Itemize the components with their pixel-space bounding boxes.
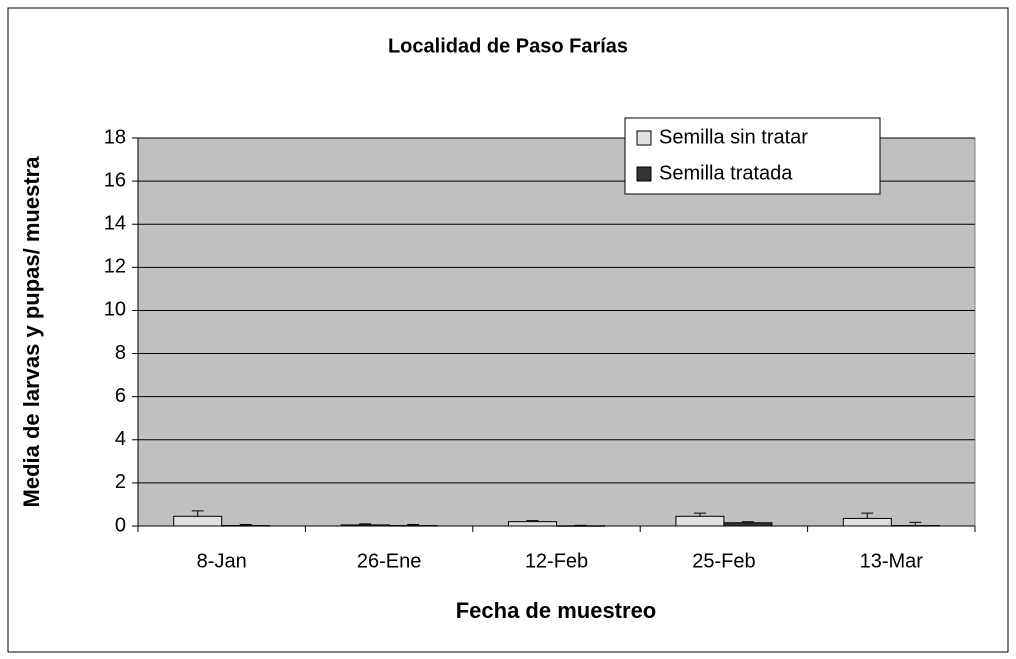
chart-title: Localidad de Paso Farías xyxy=(388,35,628,57)
legend-label: Semilla tratada xyxy=(659,162,793,184)
error-bar xyxy=(191,510,204,517)
error-bar xyxy=(741,521,754,523)
plot-area xyxy=(137,137,976,527)
y-tick-label: 6 xyxy=(115,385,126,407)
x-axis-label: Fecha de muestreo xyxy=(456,598,657,623)
y-tick-label: 8 xyxy=(115,342,126,364)
bar xyxy=(723,522,773,527)
bar xyxy=(388,525,438,527)
error-bar xyxy=(909,521,922,526)
y-axis-label: Media de larvas y pupas/ muestra xyxy=(19,156,44,508)
x-tick-label: 26-Ene xyxy=(357,550,422,572)
bar xyxy=(890,525,940,527)
y-tick-label: 4 xyxy=(115,428,126,450)
y-tick-label: 2 xyxy=(115,471,126,493)
error-bar xyxy=(359,523,372,525)
error-bar xyxy=(693,512,706,517)
bar xyxy=(675,515,725,527)
x-tick-label: 13-Mar xyxy=(860,550,924,572)
bar xyxy=(556,525,605,527)
y-tick-label: 10 xyxy=(104,299,126,321)
error-bar xyxy=(526,520,539,522)
legend-swatch xyxy=(636,130,652,146)
bar xyxy=(173,515,223,527)
y-tick-label: 16 xyxy=(104,169,126,191)
y-tick-label: 0 xyxy=(115,514,126,536)
legend-box xyxy=(624,117,881,195)
bar xyxy=(508,521,557,527)
error-bar xyxy=(861,512,874,519)
y-tick-label: 18 xyxy=(104,126,126,148)
legend-label: Semilla sin tratar xyxy=(659,126,808,148)
bar xyxy=(340,524,390,527)
x-tick-label: 25-Feb xyxy=(692,550,755,572)
bar xyxy=(842,517,892,527)
x-tick-label: 12-Feb xyxy=(525,550,588,572)
legend-swatch xyxy=(636,166,652,182)
bar xyxy=(221,525,271,527)
error-bar xyxy=(239,523,252,526)
error-bar xyxy=(407,523,420,526)
y-tick-label: 12 xyxy=(104,256,126,278)
x-tick-label: 8-Jan xyxy=(197,550,247,572)
y-tick-label: 14 xyxy=(104,213,126,235)
